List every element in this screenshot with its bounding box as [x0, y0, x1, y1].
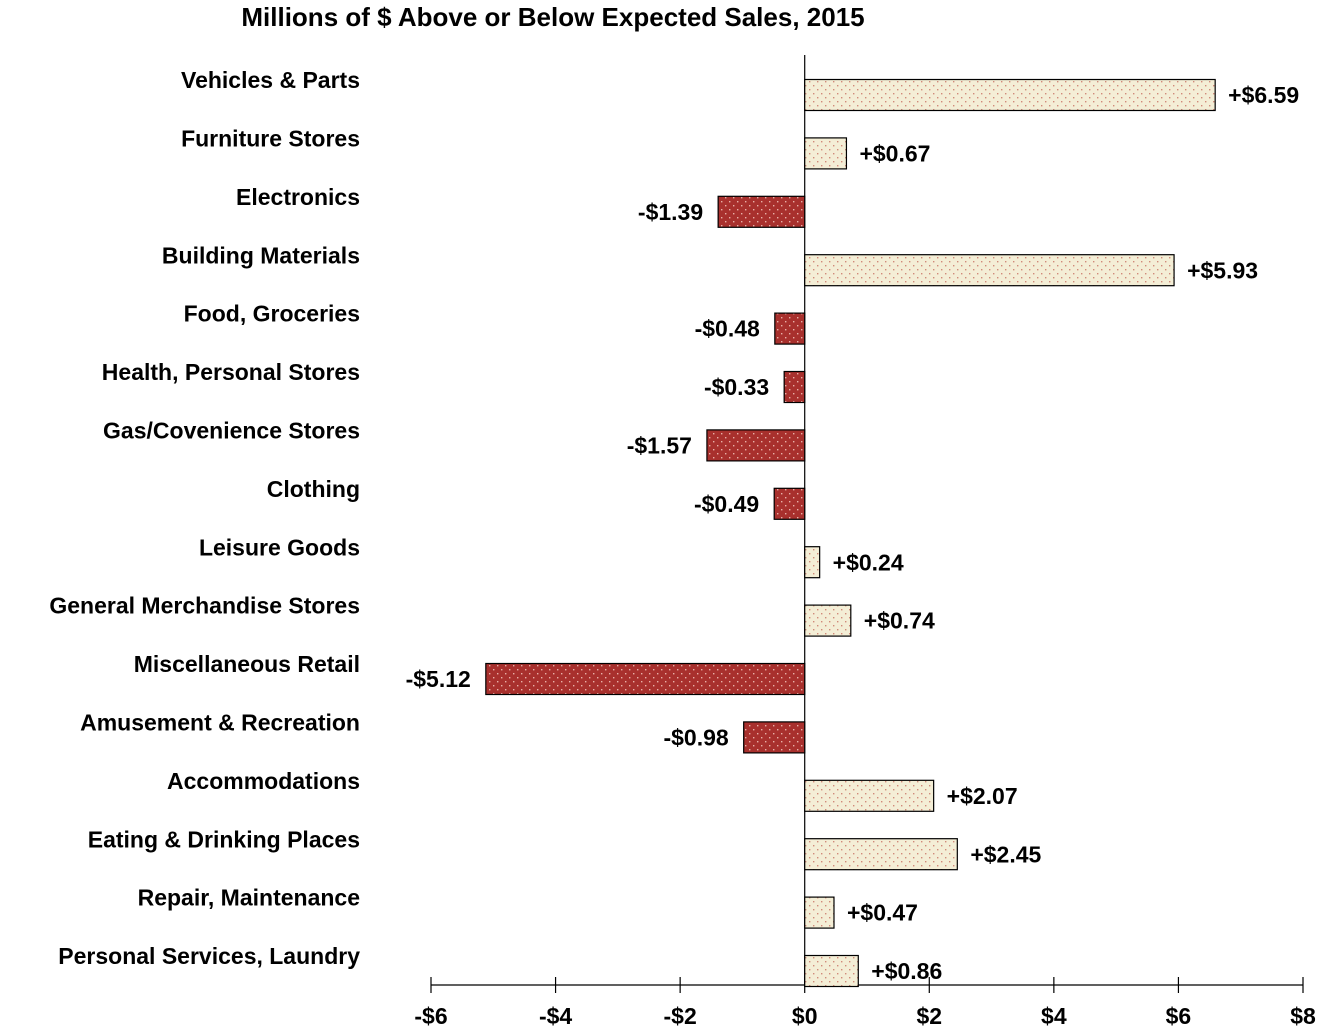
bar	[485, 662, 806, 696]
value-label: +$2.45	[970, 841, 1041, 867]
x-tick-label: $6	[1166, 1003, 1192, 1029]
category-label: Food, Groceries	[184, 301, 360, 327]
value-label: +$0.74	[864, 608, 935, 634]
value-label: +$0.86	[871, 958, 942, 984]
category-label: Electronics	[236, 184, 360, 210]
bar	[804, 604, 852, 637]
category-label: Miscellaneous Retail	[134, 651, 360, 677]
category-label: Gas/Covenience Stores	[103, 417, 360, 443]
category-label: Furniture Stores	[181, 125, 360, 151]
category-label: Repair, Maintenance	[138, 885, 360, 911]
value-label: -$0.98	[663, 724, 728, 750]
value-label: +$0.67	[859, 140, 930, 166]
category-label: Accommodations	[167, 768, 360, 794]
bar	[804, 779, 935, 812]
x-tick-label: -$2	[664, 1003, 697, 1029]
bar	[804, 137, 848, 170]
category-label: Vehicles & Parts	[181, 67, 360, 93]
x-tick-label: -$6	[414, 1003, 447, 1029]
bar	[804, 78, 1216, 112]
value-label: +$0.24	[833, 549, 904, 575]
value-label: -$1.39	[638, 199, 703, 225]
value-label: +$5.93	[1187, 257, 1258, 283]
bar	[743, 721, 806, 754]
x-tick-label: $2	[916, 1003, 942, 1029]
category-label: Clothing	[267, 476, 360, 502]
category-label: Building Materials	[162, 242, 360, 268]
category-label: Personal Services, Laundry	[58, 943, 360, 969]
value-label: -$0.49	[694, 491, 759, 517]
category-label: Eating & Drinking Places	[88, 826, 360, 852]
bar	[804, 954, 859, 988]
bar	[804, 896, 835, 929]
chart-title: Millions of $ Above or Below Expected Sa…	[241, 2, 864, 32]
x-tick-label: $8	[1290, 1003, 1316, 1029]
value-label: -$0.33	[704, 374, 769, 400]
value-label: +$2.07	[947, 783, 1018, 809]
bar	[717, 195, 806, 228]
bar	[706, 429, 806, 462]
category-label: Leisure Goods	[199, 534, 360, 560]
x-tick-label: $4	[1041, 1003, 1067, 1029]
value-label: -$5.12	[406, 666, 471, 692]
bar	[804, 254, 1175, 287]
value-label: -$0.48	[695, 316, 760, 342]
bar	[783, 370, 806, 404]
value-label: +$6.59	[1228, 82, 1299, 108]
value-label: +$0.47	[847, 900, 918, 926]
bar	[774, 312, 806, 345]
x-tick-label: $0	[792, 1003, 818, 1029]
category-label: Amusement & Recreation	[80, 709, 360, 735]
category-label: General Merchandise Stores	[49, 593, 360, 619]
bar	[804, 546, 821, 579]
x-tick-label: -$4	[539, 1003, 572, 1029]
value-label: -$1.57	[627, 432, 692, 458]
bar	[773, 487, 806, 520]
category-label: Health, Personal Stores	[102, 359, 360, 385]
bar	[804, 838, 958, 871]
